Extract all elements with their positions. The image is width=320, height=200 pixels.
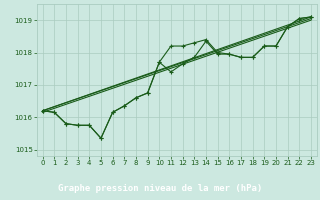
Text: Graphe pression niveau de la mer (hPa): Graphe pression niveau de la mer (hPa) — [58, 184, 262, 193]
